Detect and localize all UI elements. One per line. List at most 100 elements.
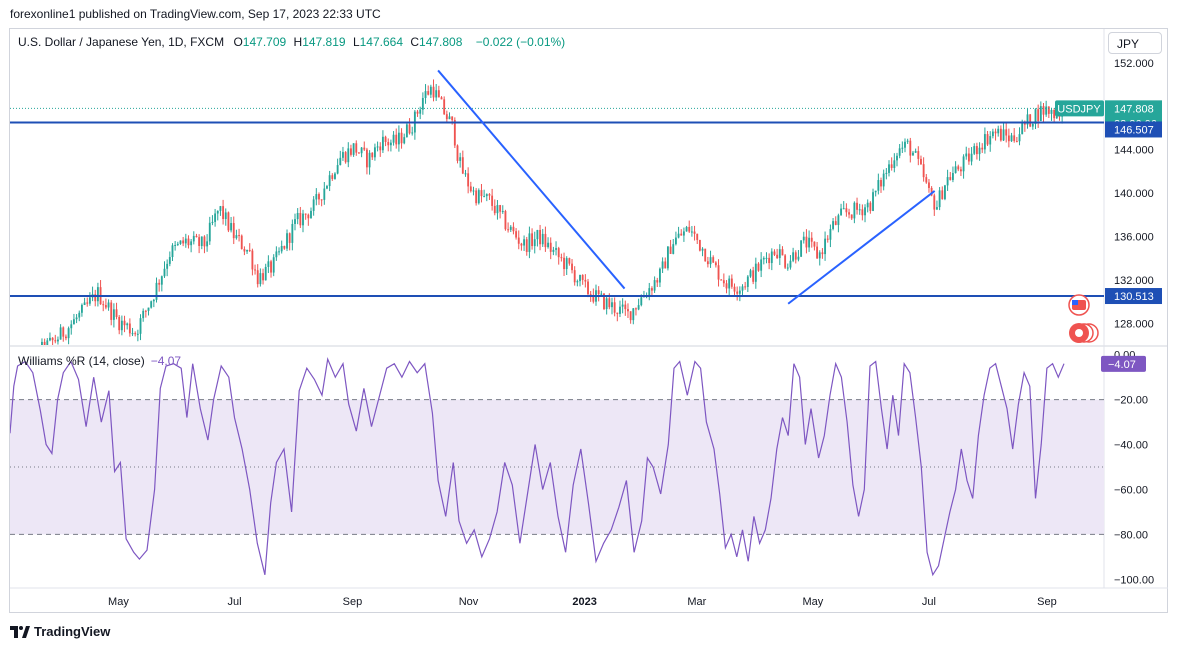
candle [102, 304, 105, 306]
candle [195, 235, 198, 238]
candle [110, 302, 113, 320]
candle [509, 226, 512, 230]
candle [62, 327, 65, 337]
candle [872, 192, 874, 211]
candle [893, 160, 896, 168]
candle [744, 286, 747, 288]
candle [933, 195, 936, 210]
candle [211, 221, 214, 223]
candle [552, 249, 555, 252]
trendline[interactable] [437, 69, 626, 290]
price-tick-label: 140.000 [1114, 188, 1154, 200]
candle [698, 239, 701, 251]
candle [786, 267, 789, 269]
candle [746, 276, 749, 287]
candle [829, 228, 832, 240]
candle [206, 241, 209, 247]
candle [677, 233, 680, 238]
candle [41, 341, 43, 345]
candle [160, 276, 163, 285]
candle [848, 212, 850, 215]
candle [94, 294, 97, 302]
candle [539, 229, 541, 245]
candle [512, 226, 515, 232]
candle [866, 202, 869, 208]
time-tick-label: Sep [343, 596, 363, 608]
tradingview-logo[interactable]: TradingView [10, 624, 110, 639]
candle [909, 140, 912, 156]
candle [941, 190, 944, 200]
candle [672, 244, 675, 254]
candle [443, 99, 446, 115]
candle [283, 246, 286, 249]
candle [507, 229, 510, 231]
candle [1002, 129, 1005, 141]
candle [216, 210, 219, 214]
candle [557, 248, 560, 258]
candle [730, 278, 733, 287]
candle [752, 270, 755, 282]
williams-tick-label: −20.00 [1114, 395, 1148, 407]
candle [230, 223, 233, 231]
indicator-legend[interactable]: Williams %R (14, close) −4.07 [18, 354, 181, 368]
candle [989, 136, 992, 145]
candle [158, 282, 161, 285]
candle [339, 157, 342, 166]
candle [275, 251, 278, 258]
event-flags[interactable] [1068, 294, 1099, 343]
time-tick-label: May [108, 596, 129, 608]
candle [824, 238, 827, 255]
candle [187, 238, 190, 246]
candle [128, 323, 131, 334]
candle [246, 250, 248, 252]
candle [219, 206, 222, 211]
published-line: forexonline1 published on TradingView.co… [10, 7, 381, 21]
candle [850, 214, 853, 219]
candle [693, 231, 696, 234]
candle [629, 311, 632, 321]
time-axis[interactable]: May Jul Sep Nov 2023 Mar May Jul Sep [108, 596, 1057, 608]
price-axis[interactable]: 128.000 132.000 136.000 140.000 144.000 152.0… [1114, 58, 1154, 330]
candle [882, 173, 885, 187]
candle [952, 173, 954, 180]
candle [842, 208, 845, 210]
change-value: −0.022 (−0.01%) [475, 35, 566, 49]
trendlines[interactable] [437, 69, 936, 305]
candle [880, 180, 882, 187]
candle [584, 279, 587, 282]
candle [944, 185, 946, 200]
candle [259, 273, 262, 285]
candle [973, 146, 976, 154]
trendline[interactable] [787, 190, 936, 305]
candle [480, 190, 483, 197]
candle [624, 304, 627, 310]
high-value: 147.819 [302, 35, 346, 49]
williams-axis[interactable]: 0.00−20.00−40.00−60.00−80.00−100.00−4.07 [1101, 350, 1154, 587]
candle [408, 124, 411, 134]
currency-button[interactable]: JPY [1108, 32, 1162, 54]
candle [184, 238, 187, 244]
candle [238, 235, 241, 237]
candle [563, 257, 565, 270]
candle [429, 86, 432, 95]
candle [666, 246, 669, 269]
candle [920, 158, 922, 165]
symbol-name[interactable]: U.S. Dollar / Japanese Yen, 1D, FXCM [18, 35, 225, 49]
candle [813, 241, 816, 247]
candle [936, 207, 938, 210]
candle [635, 308, 637, 310]
candle [499, 205, 502, 212]
candle [613, 302, 616, 313]
candle [837, 215, 840, 225]
candle [421, 97, 424, 110]
candle [302, 213, 304, 226]
candle [544, 233, 547, 248]
candle [928, 182, 930, 188]
candle [946, 177, 949, 186]
candle [166, 263, 169, 269]
candle [331, 175, 334, 179]
candle [954, 166, 957, 174]
close-label: C [410, 35, 420, 49]
candle [576, 281, 579, 283]
